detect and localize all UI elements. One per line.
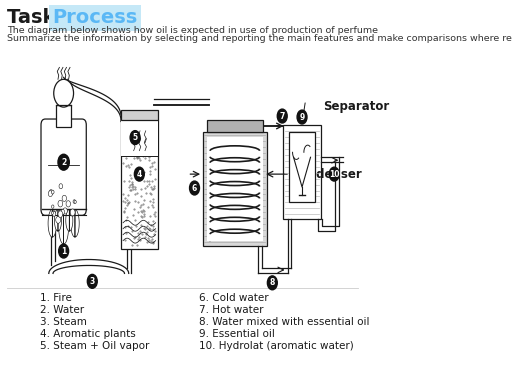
Circle shape xyxy=(70,209,75,216)
Bar xyxy=(283,125,322,219)
Bar xyxy=(289,133,315,202)
Text: 9: 9 xyxy=(300,113,305,121)
Polygon shape xyxy=(54,209,61,231)
Bar xyxy=(56,105,71,127)
Text: 9. Essential oil: 9. Essential oil xyxy=(200,329,275,339)
Text: 7: 7 xyxy=(280,112,285,121)
Bar xyxy=(206,120,263,132)
Circle shape xyxy=(51,190,54,194)
Text: 8: 8 xyxy=(270,278,275,287)
Circle shape xyxy=(73,200,76,203)
Text: 4: 4 xyxy=(137,170,142,179)
Circle shape xyxy=(59,244,69,258)
Circle shape xyxy=(61,209,65,215)
Text: 10: 10 xyxy=(329,170,339,179)
Text: The diagram below shows how oil is expected in use of production of perfume: The diagram below shows how oil is expec… xyxy=(7,26,378,35)
Circle shape xyxy=(59,184,62,189)
Text: 2. Water: 2. Water xyxy=(40,305,84,315)
Circle shape xyxy=(71,211,74,216)
Text: Condenser: Condenser xyxy=(291,168,362,181)
Circle shape xyxy=(134,167,144,181)
Text: 7. Hot water: 7. Hot water xyxy=(200,305,264,315)
Text: 6. Cold water: 6. Cold water xyxy=(200,293,269,303)
Text: 5. Steam + Oil vapor: 5. Steam + Oil vapor xyxy=(40,341,150,351)
Polygon shape xyxy=(66,209,73,231)
Text: 3: 3 xyxy=(90,277,95,286)
Circle shape xyxy=(88,274,97,288)
Circle shape xyxy=(66,201,71,207)
Circle shape xyxy=(130,131,140,144)
Circle shape xyxy=(297,110,307,124)
Text: Separator: Separator xyxy=(323,100,389,113)
Bar xyxy=(206,137,263,241)
Bar xyxy=(121,110,158,120)
Polygon shape xyxy=(71,209,79,237)
Bar xyxy=(121,120,158,249)
Text: 1. Fire: 1. Fire xyxy=(40,293,72,303)
Text: 10. Hydrolat (aromatic water): 10. Hydrolat (aromatic water) xyxy=(200,341,354,351)
Circle shape xyxy=(52,205,54,208)
Circle shape xyxy=(58,154,69,170)
Circle shape xyxy=(49,189,53,195)
Text: 5: 5 xyxy=(133,133,138,142)
Circle shape xyxy=(48,191,53,197)
Circle shape xyxy=(62,195,67,201)
Circle shape xyxy=(63,208,67,214)
Circle shape xyxy=(189,181,200,195)
Circle shape xyxy=(58,211,62,217)
Circle shape xyxy=(74,200,76,204)
Text: 2: 2 xyxy=(61,158,66,167)
Text: 1: 1 xyxy=(61,246,66,256)
Circle shape xyxy=(329,167,339,181)
Polygon shape xyxy=(48,209,56,237)
Circle shape xyxy=(52,211,56,216)
Text: Task 01:: Task 01: xyxy=(7,8,103,28)
Bar xyxy=(48,165,79,206)
Bar xyxy=(121,120,158,155)
Text: 8. Water mixed with essential oil: 8. Water mixed with essential oil xyxy=(200,317,370,327)
Text: Summarize the information by selecting and reporting the main features and make : Summarize the information by selecting a… xyxy=(7,34,512,43)
Polygon shape xyxy=(59,209,69,244)
Circle shape xyxy=(278,109,287,123)
Text: 6: 6 xyxy=(192,183,197,193)
Text: 3. Steam: 3. Steam xyxy=(40,317,87,327)
Circle shape xyxy=(58,200,63,207)
Text: 4. Aromatic plants: 4. Aromatic plants xyxy=(40,329,136,339)
Circle shape xyxy=(51,212,53,215)
Text: Process: Process xyxy=(52,8,138,28)
Circle shape xyxy=(267,276,278,290)
Circle shape xyxy=(54,79,74,107)
Circle shape xyxy=(56,216,60,223)
FancyBboxPatch shape xyxy=(41,119,87,215)
Bar xyxy=(203,132,267,246)
